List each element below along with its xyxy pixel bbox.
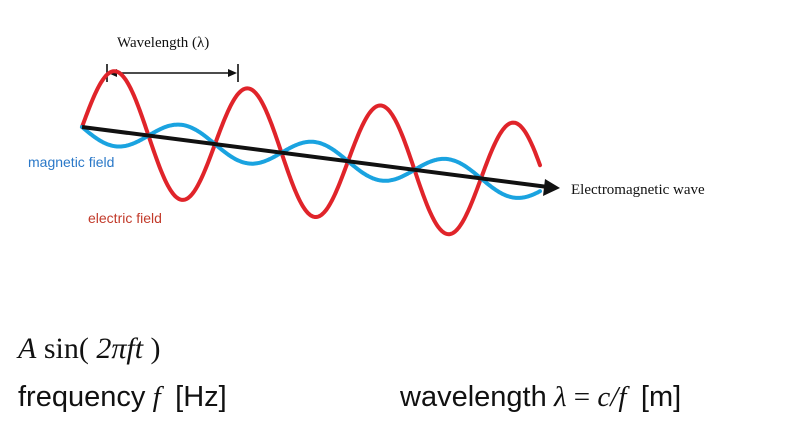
frequency-symbol: f [152,381,161,413]
sine-argument: 2πft [96,332,144,365]
frequency-definition: frequency f [Hz] [18,383,227,412]
electric-field-label: electric field [88,210,162,226]
wavelength-unit: [m] [640,381,682,413]
sine-function: sin( [43,332,89,365]
magnetic-field-wave [80,122,542,200]
frequency-word: frequency [18,381,146,413]
wavelength-equals: = [573,381,591,413]
electric-field-wave [80,69,542,237]
electromagnetic-wave-label: Electromagnetic wave [571,182,705,198]
formula-close-paren: ) [150,332,161,365]
wave-formula: A sin( 2πft ) [18,334,161,364]
wavelength-word: wavelength [400,381,547,413]
wavelength-expression: c/f [597,381,627,413]
propagation-arrowhead [543,179,560,196]
amplitude-symbol: A [18,332,37,365]
propagation-axis [81,125,549,189]
wavelength-label: Wavelength (λ) [117,35,209,51]
frequency-unit: [Hz] [175,381,227,413]
magnetic-field-label: magnetic field [28,154,114,170]
wavelength-definition: wavelength λ = c/f [m] [400,383,681,412]
wavelength-symbol: λ [553,381,567,413]
